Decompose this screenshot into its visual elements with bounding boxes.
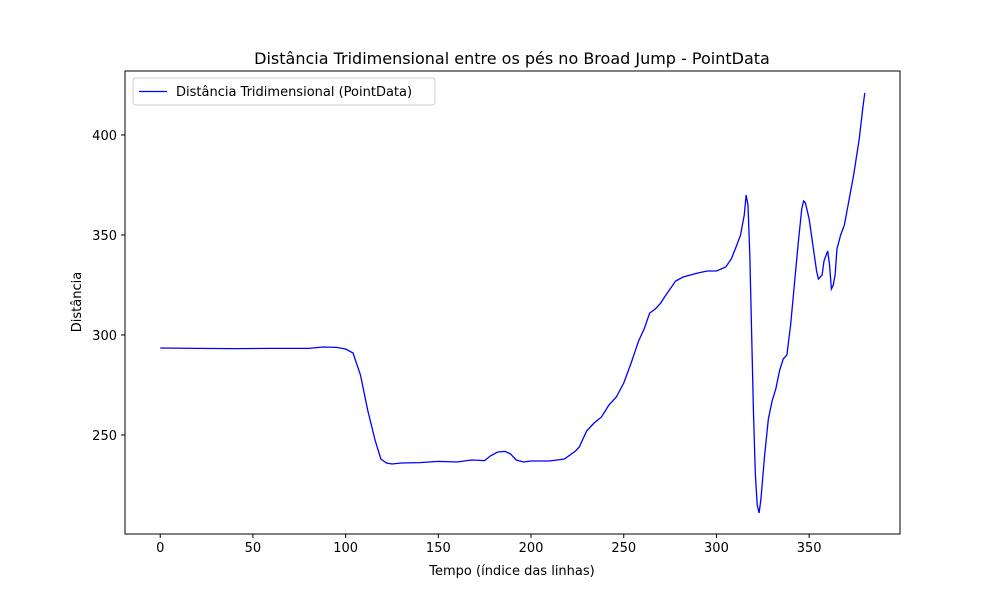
plot-frame: [124, 70, 901, 535]
y-tick-label: 350: [92, 229, 117, 244]
x-tick-label: 0: [156, 541, 164, 556]
x-tick-label: 200: [519, 541, 544, 556]
x-tick-label: 350: [797, 541, 822, 556]
x-tick-label: 300: [704, 541, 729, 556]
x-tick-label: 250: [611, 541, 636, 556]
legend-label: Distância Tridimensional (PointData): [176, 85, 412, 100]
y-axis-label: Distância: [70, 272, 85, 332]
x-axis-label: Tempo (índice das linhas): [428, 564, 594, 579]
legend-box: [132, 77, 436, 106]
y-tick-label: 300: [92, 329, 117, 344]
y-tick-label: 250: [92, 429, 117, 444]
line: [160, 92, 866, 514]
y-tick-label: 400: [92, 129, 117, 144]
chart-title: Distância Tridimensional entre os pés no…: [254, 49, 770, 68]
x-tick-label: 50: [245, 541, 262, 556]
x-tick-label: 100: [333, 541, 358, 556]
x-tick-label: 150: [426, 541, 451, 556]
